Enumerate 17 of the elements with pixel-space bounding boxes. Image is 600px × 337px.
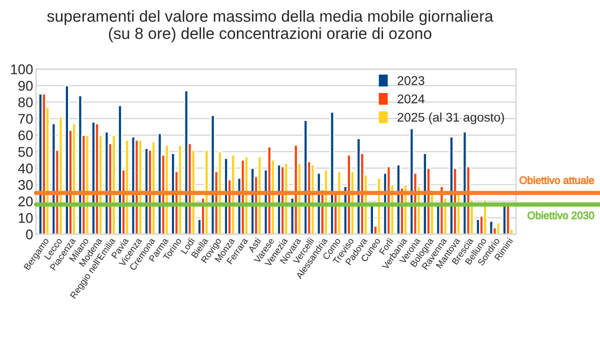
y-tick-label: 40 [18, 163, 33, 174]
legend-label: 2025 (al 31 agosto) [398, 112, 504, 124]
legend-label: 2023 [398, 76, 424, 86]
y-tick-label: 50 [18, 146, 33, 157]
y-tick-label: 100 [11, 64, 33, 74]
chart-title: superamenti del valore massimo della media mobile giornaliera (su 8 ore) delle concentrazioni orarie di ozono [47, 10, 494, 42]
y-tick-label: 70 [18, 114, 33, 124]
y-tick-label: 60 [18, 130, 33, 140]
y-tick-label: 30 [18, 180, 33, 190]
y-tick-label: 80 [18, 97, 33, 108]
y-tick-label: 20 [18, 196, 33, 206]
y-tick-label: 90 [18, 80, 33, 91]
ref-line-label: Obiettivo 2030 [528, 211, 594, 220]
ref-line-label: Obiettivo attuale [520, 176, 594, 184]
y-tick-label: 0 [26, 230, 33, 240]
y-tick-label: 10 [18, 213, 33, 223]
legend-label: 2024 [398, 94, 424, 104]
